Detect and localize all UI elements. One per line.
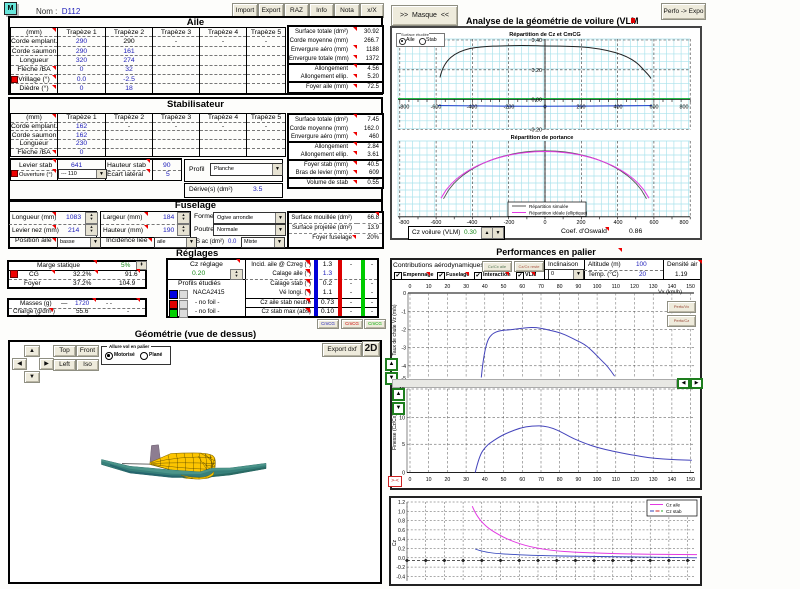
svg-text:400: 400 [614,220,623,225]
svg-text:-400: -400 [467,105,478,111]
svg-text:0.00: 0.00 [532,98,543,104]
svg-text:30: 30 [463,284,469,290]
svg-text:Vx (km/h): Vx (km/h) [658,290,682,296]
svg-text:Cz: Cz [392,539,398,546]
svg-text:-4: -4 [401,364,406,370]
svg-text:90: 90 [576,284,582,290]
svg-text:80: 80 [557,477,563,483]
svg-text:-200: -200 [504,220,515,225]
svg-text:-800: -800 [399,220,410,225]
svg-text:600: 600 [650,105,659,111]
svg-text:400: 400 [614,105,623,111]
svg-text:0.2: 0.2 [398,547,405,553]
svg-text:-400: -400 [467,220,478,225]
svg-text:10: 10 [426,477,432,483]
svg-text:200: 200 [577,220,586,225]
svg-text:140: 140 [668,284,677,290]
svg-text:40: 40 [482,284,488,290]
svg-text:-1: -1 [401,309,406,315]
svg-text:0.8: 0.8 [398,519,405,525]
svg-text:50: 50 [501,284,507,290]
svg-text:0: 0 [544,105,547,111]
svg-text:0.4: 0.4 [398,537,405,543]
svg-text:60: 60 [519,477,525,483]
svg-text:Répartition simulée: Répartition simulée [529,204,569,209]
svg-text:0: 0 [409,477,412,483]
svg-text:800: 800 [680,220,689,225]
svg-text:70: 70 [538,477,544,483]
svg-text:600: 600 [650,220,659,225]
svg-text:Taux de chute Vz (m/s): Taux de chute Vz (m/s) [392,304,398,355]
svg-text:50: 50 [501,477,507,483]
svg-text:130: 130 [649,477,658,483]
svg-text:Répartition idéale (elliptique: Répartition idéale (elliptique) [529,211,588,216]
svg-text:110: 110 [612,477,620,483]
svg-text:120: 120 [630,477,639,483]
svg-text:0.6: 0.6 [398,528,405,534]
svg-text:140: 140 [668,477,677,483]
svg-text:20: 20 [445,284,451,290]
svg-text:120: 120 [630,284,639,290]
svg-text:100: 100 [593,284,602,290]
svg-text:Répartition de portance: Répartition de portance [511,135,574,141]
svg-text:200: 200 [577,105,586,111]
svg-text:5: 5 [402,442,405,448]
svg-text:150: 150 [686,284,695,290]
svg-text:-200: -200 [504,105,515,111]
svg-text:-2: -2 [401,328,406,334]
svg-text:-3: -3 [401,346,406,352]
svg-text:Finesse (Cz/Cx): Finesse (Cz/Cx) [392,414,398,450]
svg-text:800: 800 [680,105,689,111]
svg-text:-0.4: -0.4 [396,574,405,580]
svg-text:0.0: 0.0 [398,556,405,562]
svg-text:-600: -600 [431,220,442,225]
svg-text:90: 90 [576,477,582,483]
svg-text:0: 0 [403,291,406,297]
svg-text:1.2: 1.2 [398,500,405,506]
svg-text:1.0: 1.0 [398,509,405,515]
svg-text:0: 0 [409,284,412,290]
svg-text:0.40: 0.40 [532,38,543,44]
svg-text:80: 80 [557,284,563,290]
svg-text:130: 130 [649,284,658,290]
svg-text:40: 40 [482,477,488,483]
svg-text:Cz stab: Cz stab [666,509,682,514]
svg-text:0: 0 [402,471,405,477]
svg-text:100: 100 [593,477,602,483]
svg-text:Répartition de Cz et CmCG: Répartition de Cz et CmCG [509,32,580,38]
svg-text:20: 20 [445,477,451,483]
svg-text:Cz aile: Cz aile [666,503,680,508]
svg-text:-0.20: -0.20 [530,128,542,133]
svg-text:-0.2: -0.2 [396,565,405,571]
svg-text:30: 30 [463,477,469,483]
svg-text:-600: -600 [431,105,442,111]
svg-text:10: 10 [426,284,432,290]
svg-text:0.20: 0.20 [532,68,543,74]
svg-text:0: 0 [544,220,547,225]
svg-text:110: 110 [612,284,620,290]
svg-text:70: 70 [538,284,544,290]
svg-text:150: 150 [686,477,695,483]
svg-text:-800: -800 [399,105,410,111]
svg-text:10: 10 [399,415,405,421]
svg-text:60: 60 [519,284,525,290]
